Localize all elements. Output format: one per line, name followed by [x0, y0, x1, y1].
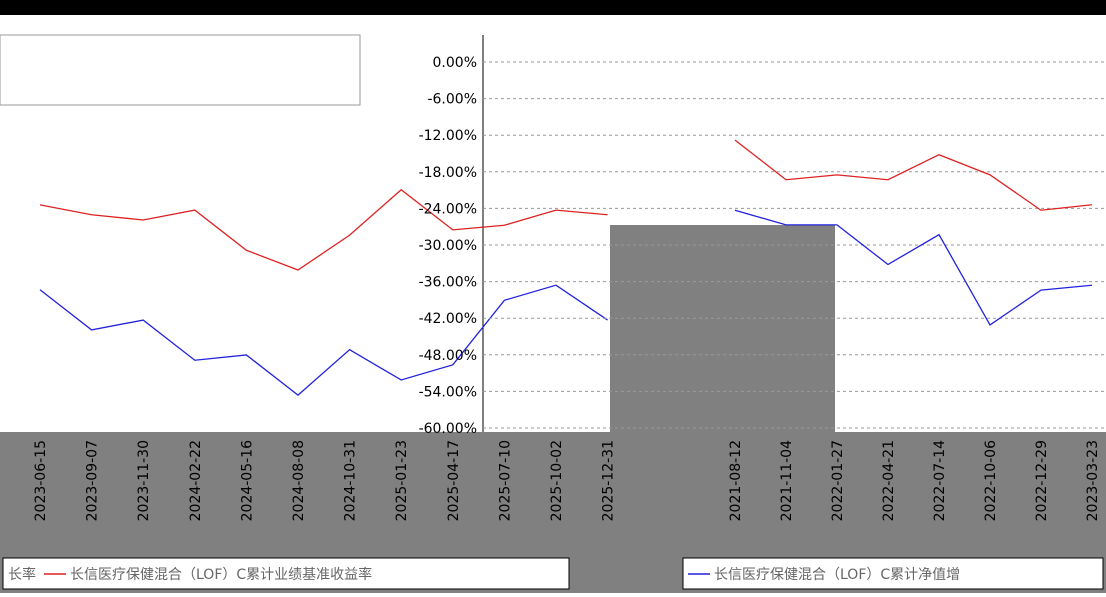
y-tick-label: -30.00%	[419, 238, 477, 254]
x-tick-label: 2025-01-23	[394, 440, 410, 521]
x-tick-label: 2021-08-12	[728, 440, 744, 521]
top-bar	[0, 0, 1106, 15]
y-tick-label: -36.00%	[419, 275, 477, 291]
x-tick-label: 2024-10-31	[343, 440, 359, 521]
y-tick-label: -18.00%	[419, 165, 477, 181]
x-tick-label: 2022-12-29	[1034, 440, 1050, 521]
y-tick-label: -48.00%	[419, 348, 477, 364]
series-line	[39, 284, 608, 396]
y-tick-label: -60.00%	[419, 421, 477, 437]
glitch-block	[610, 225, 835, 432]
x-tick-label: 2024-02-22	[188, 440, 204, 521]
x-tick-label: 2022-04-21	[881, 440, 897, 521]
x-tick-label: 2023-06-15	[33, 440, 49, 521]
x-tick-label: 2024-08-08	[291, 440, 307, 521]
series-line	[734, 139, 1093, 211]
legend-label: 长率	[8, 566, 36, 583]
x-tick-label: 2023-11-30	[136, 440, 152, 521]
y-tick-label: -54.00%	[419, 384, 477, 400]
y-tick-label: -12.00%	[419, 128, 477, 144]
x-tick-label: 2023-09-07	[85, 440, 101, 521]
y-tick-label: 0.00%	[433, 55, 477, 71]
x-tick-label: 2024-05-16	[239, 440, 255, 521]
legend-box	[2, 557, 570, 590]
x-tick-label: 2022-07-14	[932, 440, 948, 521]
legend-label: 长信医疗保健混合（LOF）C累计业绩基准收益率	[70, 566, 372, 583]
x-tick-label: 2025-04-17	[446, 440, 462, 521]
x-tick-label: 2022-10-06	[983, 440, 999, 521]
y-tick-label: -6.00%	[427, 92, 477, 108]
legend-box	[682, 557, 1104, 590]
series-line	[734, 209, 1093, 326]
x-tick-label: 2025-07-10	[497, 440, 513, 521]
x-tick-label: 2023-03-23	[1085, 440, 1101, 521]
x-tick-label: 2025-12-31	[601, 440, 617, 521]
legend-label: 长信医疗保健混合（LOF）C累计净值增	[714, 567, 960, 583]
y-tick-label: -24.00%	[419, 201, 477, 217]
frame	[0, 34, 361, 106]
x-tick-label: 2021-11-04	[779, 440, 795, 521]
y-tick-label: -42.00%	[419, 311, 477, 327]
x-tick-label: 2025-10-02	[549, 440, 565, 521]
series-line	[39, 188, 608, 271]
x-tick-label: 2022-01-27	[830, 440, 846, 521]
